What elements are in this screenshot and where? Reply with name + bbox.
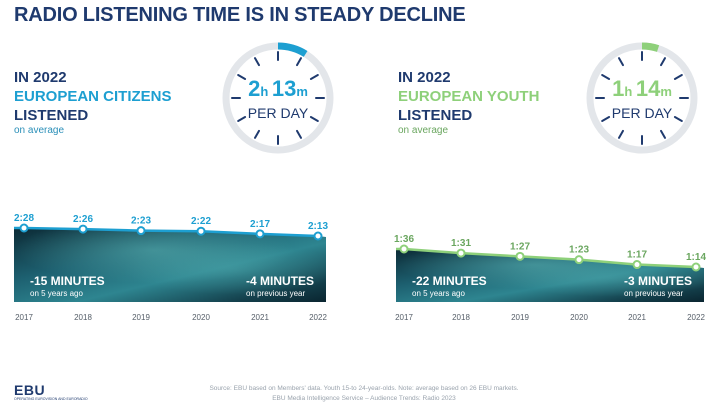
dial-tick (660, 57, 666, 67)
data-point (255, 229, 265, 239)
data-point (691, 262, 701, 272)
dial-subtitle: PER DAY (612, 105, 673, 121)
data-label: 1:31 (451, 238, 471, 249)
x-tick-label: 2020 (570, 313, 588, 322)
x-tick-label: 2019 (511, 313, 529, 322)
dial-time: 2h 13m (248, 76, 308, 101)
chart-background-glow (396, 249, 704, 302)
annotation-five-year-sub: on 5 years ago (30, 289, 83, 298)
dial-progress-arc (277, 42, 308, 57)
data-label: 2:26 (73, 214, 93, 225)
data-label: 2:22 (191, 216, 211, 227)
stat-block-youth: IN 2022 EUROPEAN YOUTH LISTENED on avera… (398, 68, 539, 137)
data-point (515, 251, 525, 261)
data-point (136, 226, 146, 236)
data-label: 1:17 (627, 250, 647, 261)
data-label: 1:36 (394, 234, 414, 245)
dial-tick (618, 129, 624, 139)
x-tick-label: 2021 (251, 313, 269, 322)
data-label: 2:13 (308, 221, 328, 232)
stat-audience: EUROPEAN YOUTH (398, 88, 540, 105)
dial-time: 1h 14m (612, 76, 672, 101)
x-tick-label: 2022 (309, 313, 327, 322)
data-point (632, 260, 642, 270)
dial-tick (673, 116, 683, 122)
data-label: 1:27 (510, 241, 530, 252)
dial-tick (296, 57, 302, 67)
ebu-logo: EBU (14, 382, 46, 398)
stat-verb: LISTENED (398, 107, 473, 124)
data-point (19, 223, 29, 233)
dial-tick (673, 74, 683, 80)
dial-tick (237, 74, 247, 80)
x-tick-label: 2020 (192, 313, 210, 322)
dial-tick (309, 116, 319, 122)
data-label: 2:28 (14, 213, 34, 224)
dial-tick (601, 116, 611, 122)
dial-tick (254, 129, 260, 139)
x-tick-label: 2022 (687, 313, 705, 322)
x-tick-label: 2017 (15, 313, 33, 322)
page-title: RADIO LISTENING TIME IS IN STEADY DECLIN… (14, 4, 466, 26)
dial-progress-arc (641, 42, 660, 52)
chart-background-glow (14, 228, 326, 302)
data-point (78, 224, 88, 234)
annotation-five-year-sub: on 5 years ago (412, 289, 465, 298)
data-label: 1:23 (569, 245, 589, 256)
trend-chart-1: 1:36 2017 1:31 2018 1:27 2019 1:23 2020 1:17 2021… (394, 234, 706, 322)
trend-chart-0: 2:28 2017 2:26 2018 2:23 2019 2:22 2020 2:17 2021… (14, 213, 328, 322)
source-note: Source: EBU based on Members' data. Yout… (209, 385, 519, 392)
data-point (313, 231, 323, 241)
data-point (456, 248, 466, 258)
data-point (399, 244, 409, 254)
stat-year: IN 2022 (398, 69, 451, 86)
trend-charts: 2:28 2017 2:26 2018 2:23 2019 2:22 2020 2:17 2021… (14, 213, 706, 322)
clock-dial-youth: 1h 14m PER DAY (586, 42, 698, 154)
annotation-five-year: -22 MINUTES (412, 274, 487, 288)
x-tick-label: 2019 (132, 313, 150, 322)
dial-tick (660, 129, 666, 139)
stat-verb: LISTENED (14, 107, 89, 124)
ebu-tagline: OPERATING EUROVISION AND EURORADIO (14, 397, 88, 401)
dial-tick (309, 74, 319, 80)
annotation-prev-year-sub: on previous year (246, 289, 305, 298)
x-tick-label: 2021 (628, 313, 646, 322)
stat-block-citizens: IN 2022 EUROPEAN CITIZENS LISTENED on av… (14, 68, 172, 137)
dial-tick (296, 129, 302, 139)
stat-note: on average (14, 125, 65, 136)
annotation-five-year: -15 MINUTES (30, 274, 105, 288)
x-tick-label: 2018 (74, 313, 92, 322)
data-label: 2:17 (250, 219, 270, 230)
dial-tick (618, 57, 624, 67)
x-tick-label: 2017 (395, 313, 413, 322)
data-label: 2:23 (131, 216, 151, 227)
annotation-prev-year: -3 MINUTES (624, 274, 692, 288)
dial-tick (601, 74, 611, 80)
annotation-prev-year: -4 MINUTES (246, 274, 314, 288)
data-label: 1:14 (686, 252, 706, 263)
data-point (196, 226, 206, 236)
stat-note: on average (398, 125, 449, 136)
dial-subtitle: PER DAY (248, 105, 309, 121)
stat-audience: EUROPEAN CITIZENS (14, 88, 172, 105)
annotation-prev-year-sub: on previous year (624, 289, 683, 298)
data-point (574, 255, 584, 265)
stat-year: IN 2022 (14, 69, 67, 86)
dial-tick (254, 57, 260, 67)
service-note: EBU Media Intelligence Service – Audienc… (272, 395, 456, 402)
clock-dial-citizens: 2h 13m PER DAY (222, 42, 334, 154)
dial-tick (237, 116, 247, 122)
x-tick-label: 2018 (452, 313, 470, 322)
